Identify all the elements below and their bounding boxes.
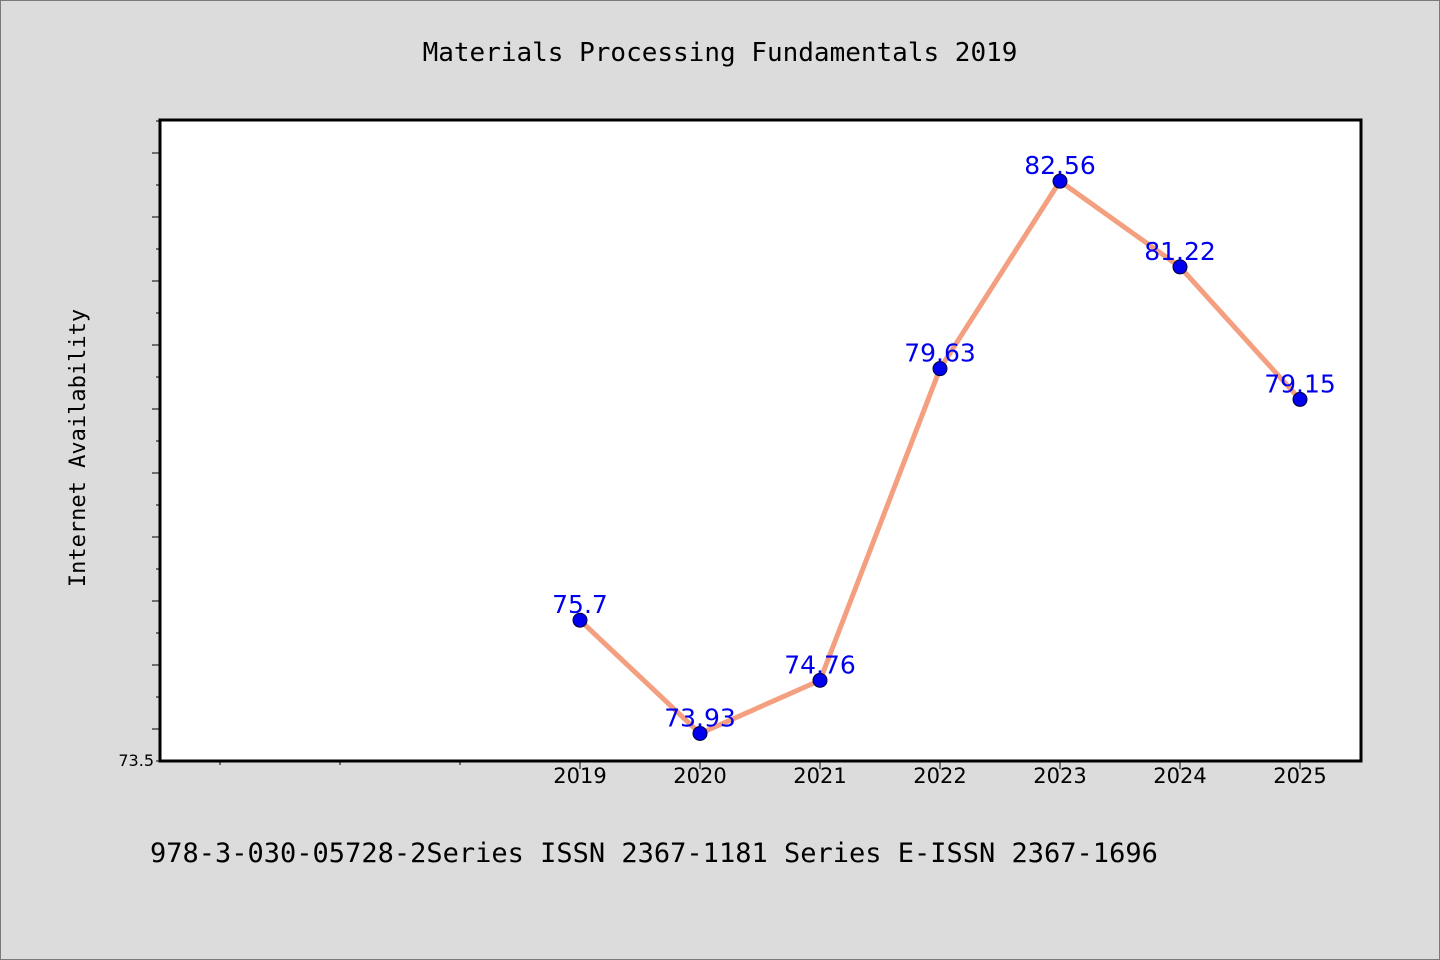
chart-title: Materials Processing Fundamentals 2019 <box>423 38 1018 68</box>
data-point <box>692 725 708 741</box>
data-label: 73.93 <box>664 703 736 732</box>
series-markers <box>572 173 1308 741</box>
x-axis-ticks: 2019 2020 2021 2022 2023 2024 2025 <box>553 761 1327 788</box>
plot-area <box>158 118 1363 763</box>
y-tick-label-min: 73.5 <box>118 751 154 770</box>
data-labels: 75.7 73.93 74.76 79.63 82.56 81.22 79.15 <box>552 151 1336 732</box>
data-point <box>1172 259 1188 275</box>
x-tick-label: 2020 <box>673 764 726 788</box>
x-tick-label: 2019 <box>553 764 606 788</box>
data-point <box>932 361 948 377</box>
x-tick-label: 2023 <box>1033 764 1086 788</box>
data-label: 81.22 <box>1144 237 1216 266</box>
data-label: 82.56 <box>1024 151 1096 180</box>
x-tick-label: 2022 <box>913 764 966 788</box>
x-tick-label: 2024 <box>1153 764 1206 788</box>
x-axis-minor-ticks <box>219 761 461 765</box>
data-point <box>1292 391 1308 407</box>
data-point <box>1052 173 1068 189</box>
data-label: 79.15 <box>1264 369 1336 398</box>
y-axis-label: Internet Availability <box>66 309 91 587</box>
data-label: 79.63 <box>904 339 976 368</box>
data-point <box>572 612 588 628</box>
footer-isbn-text: 978-3-030-05728-2Series ISSN 2367-1181 S… <box>150 838 1158 869</box>
x-tick-label: 2025 <box>1273 764 1326 788</box>
data-point <box>812 672 828 688</box>
y-axis-ticks <box>152 120 160 762</box>
data-label: 74.76 <box>784 650 856 679</box>
x-tick-label: 2021 <box>793 764 846 788</box>
data-label: 75.7 <box>552 590 608 619</box>
